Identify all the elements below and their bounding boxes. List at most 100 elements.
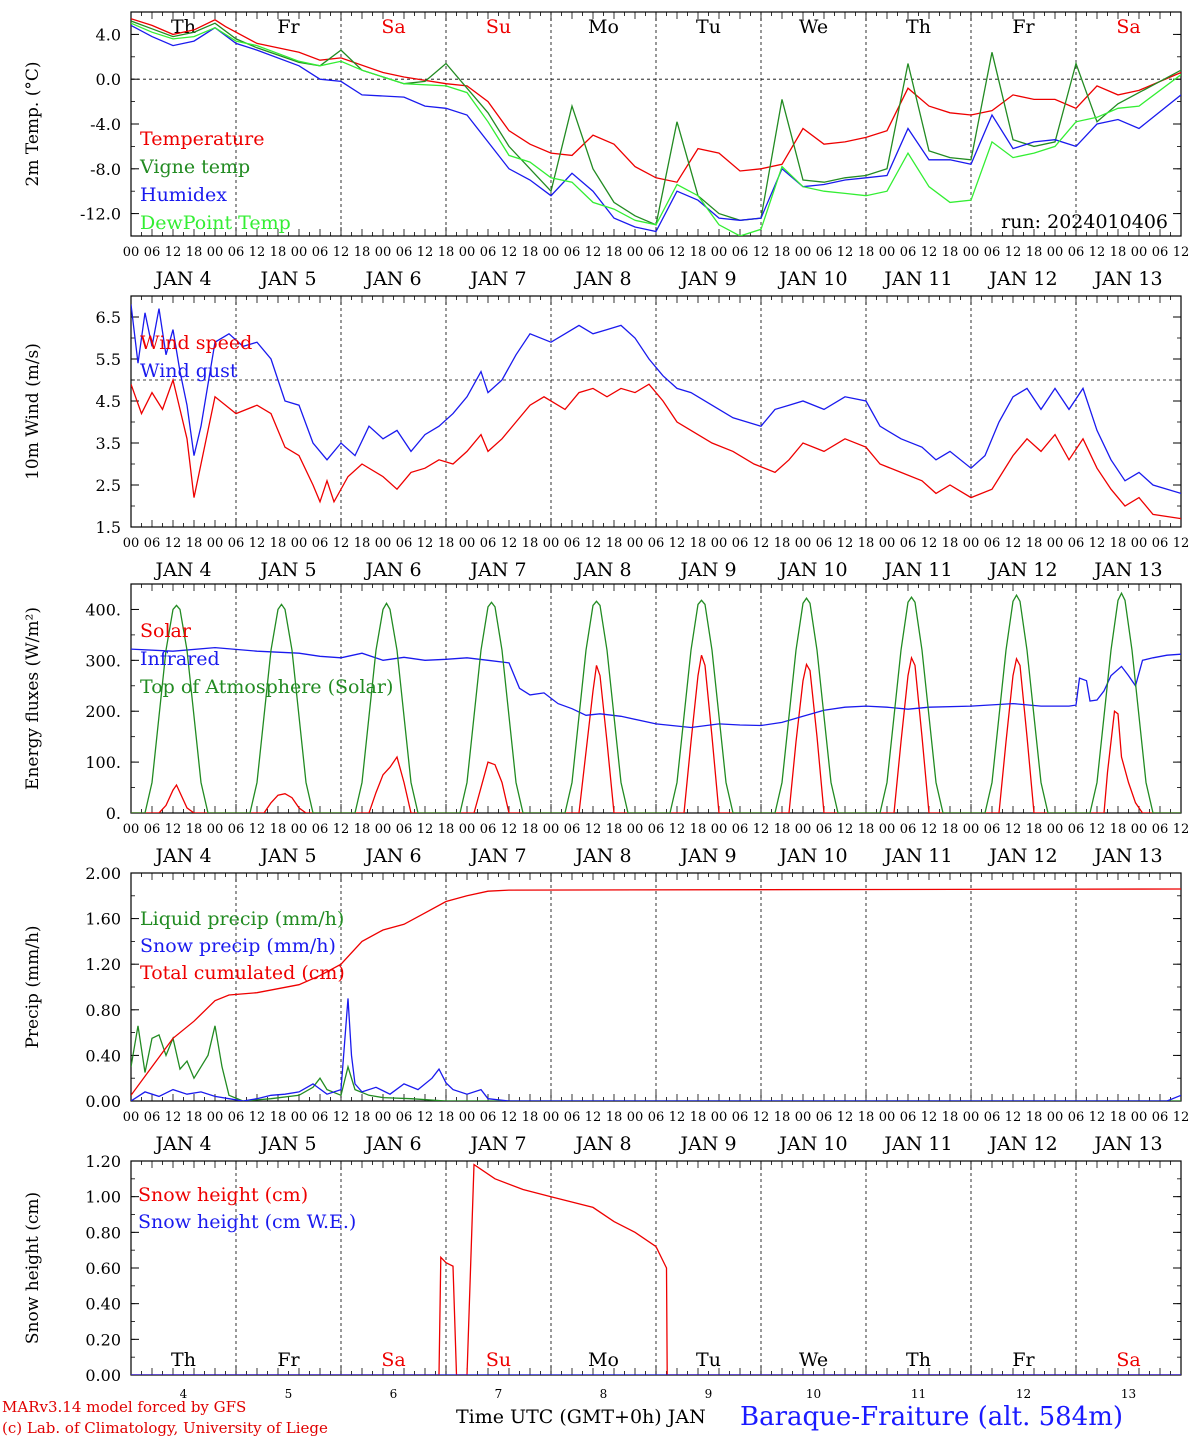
x-hour-label: 12 (1005, 822, 1022, 837)
x-hour-label: 06 (648, 536, 665, 551)
x-date-label: 5 (285, 1387, 293, 1401)
x-hour-label: 12 (249, 822, 266, 837)
x-day-label: JAN 6 (363, 1133, 421, 1155)
x-hour-label: 12 (417, 822, 434, 837)
x-hour-label: 06 (900, 1110, 917, 1125)
x-day-label: JAN 7 (468, 268, 526, 290)
weekday-label: Sa (381, 16, 405, 38)
x-hour-label: 18 (1026, 1110, 1043, 1125)
x-hour-label: 06 (1068, 1110, 1085, 1125)
x-hour-label: 12 (837, 245, 854, 260)
x-hour-label: 00 (543, 1110, 560, 1125)
x-hour-label: 06 (732, 1110, 749, 1125)
x-hour-label: 00 (291, 822, 308, 837)
x-hour-label: 06 (1152, 1110, 1169, 1125)
y-tick-label: 3.5 (96, 434, 121, 453)
x-hour-label: 18 (270, 245, 287, 260)
x-hour-label: 00 (963, 245, 980, 260)
x-hour-label: 18 (606, 245, 623, 260)
weekday-label: We (799, 1349, 828, 1371)
x-day-label: JAN 11 (882, 268, 952, 290)
x-hour-label: 12 (333, 1110, 350, 1125)
plot-frame (130, 11, 1182, 237)
x-hour-label: 00 (627, 245, 644, 260)
legend-entry: Snow height (cm W.E.) (138, 1211, 356, 1233)
x-hour-label: 12 (249, 1110, 266, 1125)
x-hour-label: 06 (1068, 245, 1085, 260)
x-hour-label: 12 (1005, 536, 1022, 551)
x-hour-label: 12 (1005, 245, 1022, 260)
legend-entry: Infrared (140, 648, 220, 670)
y-tick-label: 6.5 (96, 308, 121, 327)
x-day-label: JAN 8 (573, 1133, 631, 1155)
x-hour-label: 00 (627, 1110, 644, 1125)
x-date-label: 11 (911, 1387, 926, 1401)
x-hour-label: 06 (396, 822, 413, 837)
x-hour-label: 18 (942, 822, 959, 837)
x-date-label: 13 (1121, 1387, 1136, 1401)
y-tick-label: 2.00 (85, 864, 121, 883)
x-hour-label: 12 (249, 245, 266, 260)
x-day-label: JAN 10 (777, 559, 847, 581)
x-day-label: JAN 12 (987, 559, 1057, 581)
x-hour-label: 00 (879, 245, 896, 260)
x-hour-label: 00 (291, 536, 308, 551)
x-hour-label: 00 (711, 1110, 728, 1125)
x-hour-label: 18 (1026, 822, 1043, 837)
x-date-label: 12 (1016, 1387, 1031, 1401)
series-line (131, 24, 1181, 233)
x-day-label: JAN 9 (678, 559, 736, 581)
station-title: Baraque-Fraiture (alt. 584m) (740, 1402, 1124, 1432)
x-hour-label: 12 (501, 1110, 518, 1125)
x-hour-label: 06 (480, 536, 497, 551)
x-hour-label: 12 (417, 536, 434, 551)
x-hour-label: 12 (585, 822, 602, 837)
x-hour-label: 18 (438, 822, 455, 837)
x-day-label: JAN 4 (153, 1133, 211, 1155)
series-line (131, 1025, 1181, 1101)
y-tick-label: 1.60 (85, 910, 121, 929)
series-line (131, 22, 1181, 236)
x-hour-label: 12 (1089, 822, 1106, 837)
y-axis-label: 10m Wind (m/s) (23, 343, 43, 480)
x-hour-label: 12 (501, 822, 518, 837)
weekday-label: Tu (696, 16, 721, 38)
x-hour-label: 06 (144, 1110, 161, 1125)
x-hour-label: 06 (312, 536, 329, 551)
x-hour-label: 12 (249, 536, 266, 551)
x-hour-label: 18 (858, 1110, 875, 1125)
series-line (131, 888, 1181, 1096)
x-hour-label: 18 (354, 245, 371, 260)
x-day-label: JAN 6 (363, 845, 421, 867)
x-hour-label: 18 (354, 536, 371, 551)
weekday-label: Tu (696, 1349, 721, 1371)
x-hour-label: 18 (1110, 536, 1127, 551)
legend-entry: Total cumulated (cm) (140, 962, 345, 984)
x-day-label: JAN 11 (882, 1133, 952, 1155)
x-hour-label: 12 (753, 245, 770, 260)
series-line (131, 591, 1181, 813)
x-hour-label: 18 (270, 822, 287, 837)
y-tick-label: 0.00 (85, 1092, 121, 1111)
x-hour-label: 00 (1131, 822, 1148, 837)
x-day-label: JAN 9 (678, 845, 736, 867)
x-hour-label: 12 (837, 1110, 854, 1125)
x-hour-label: 00 (627, 536, 644, 551)
weekday-label: Fr (1012, 1349, 1035, 1371)
y-tick-label: 0.80 (85, 1001, 121, 1020)
x-hour-label: 06 (396, 1110, 413, 1125)
x-hour-label: 18 (606, 822, 623, 837)
x-day-label: JAN 13 (1092, 1133, 1162, 1155)
x-hour-label: 00 (963, 536, 980, 551)
x-hour-label: 06 (396, 245, 413, 260)
x-hour-label: 12 (1089, 245, 1106, 260)
x-hour-label: 12 (1173, 1110, 1190, 1125)
x-day-label: JAN 8 (573, 845, 631, 867)
legend-entry: Wind speed (140, 332, 252, 354)
x-date-label: 4 (180, 1387, 188, 1401)
y-tick-label: -4.0 (90, 115, 121, 134)
x-hour-label: 18 (354, 1110, 371, 1125)
x-day-label: JAN 4 (153, 559, 211, 581)
weekday-label: Th (906, 16, 931, 38)
y-tick-label: 200. (85, 702, 121, 721)
